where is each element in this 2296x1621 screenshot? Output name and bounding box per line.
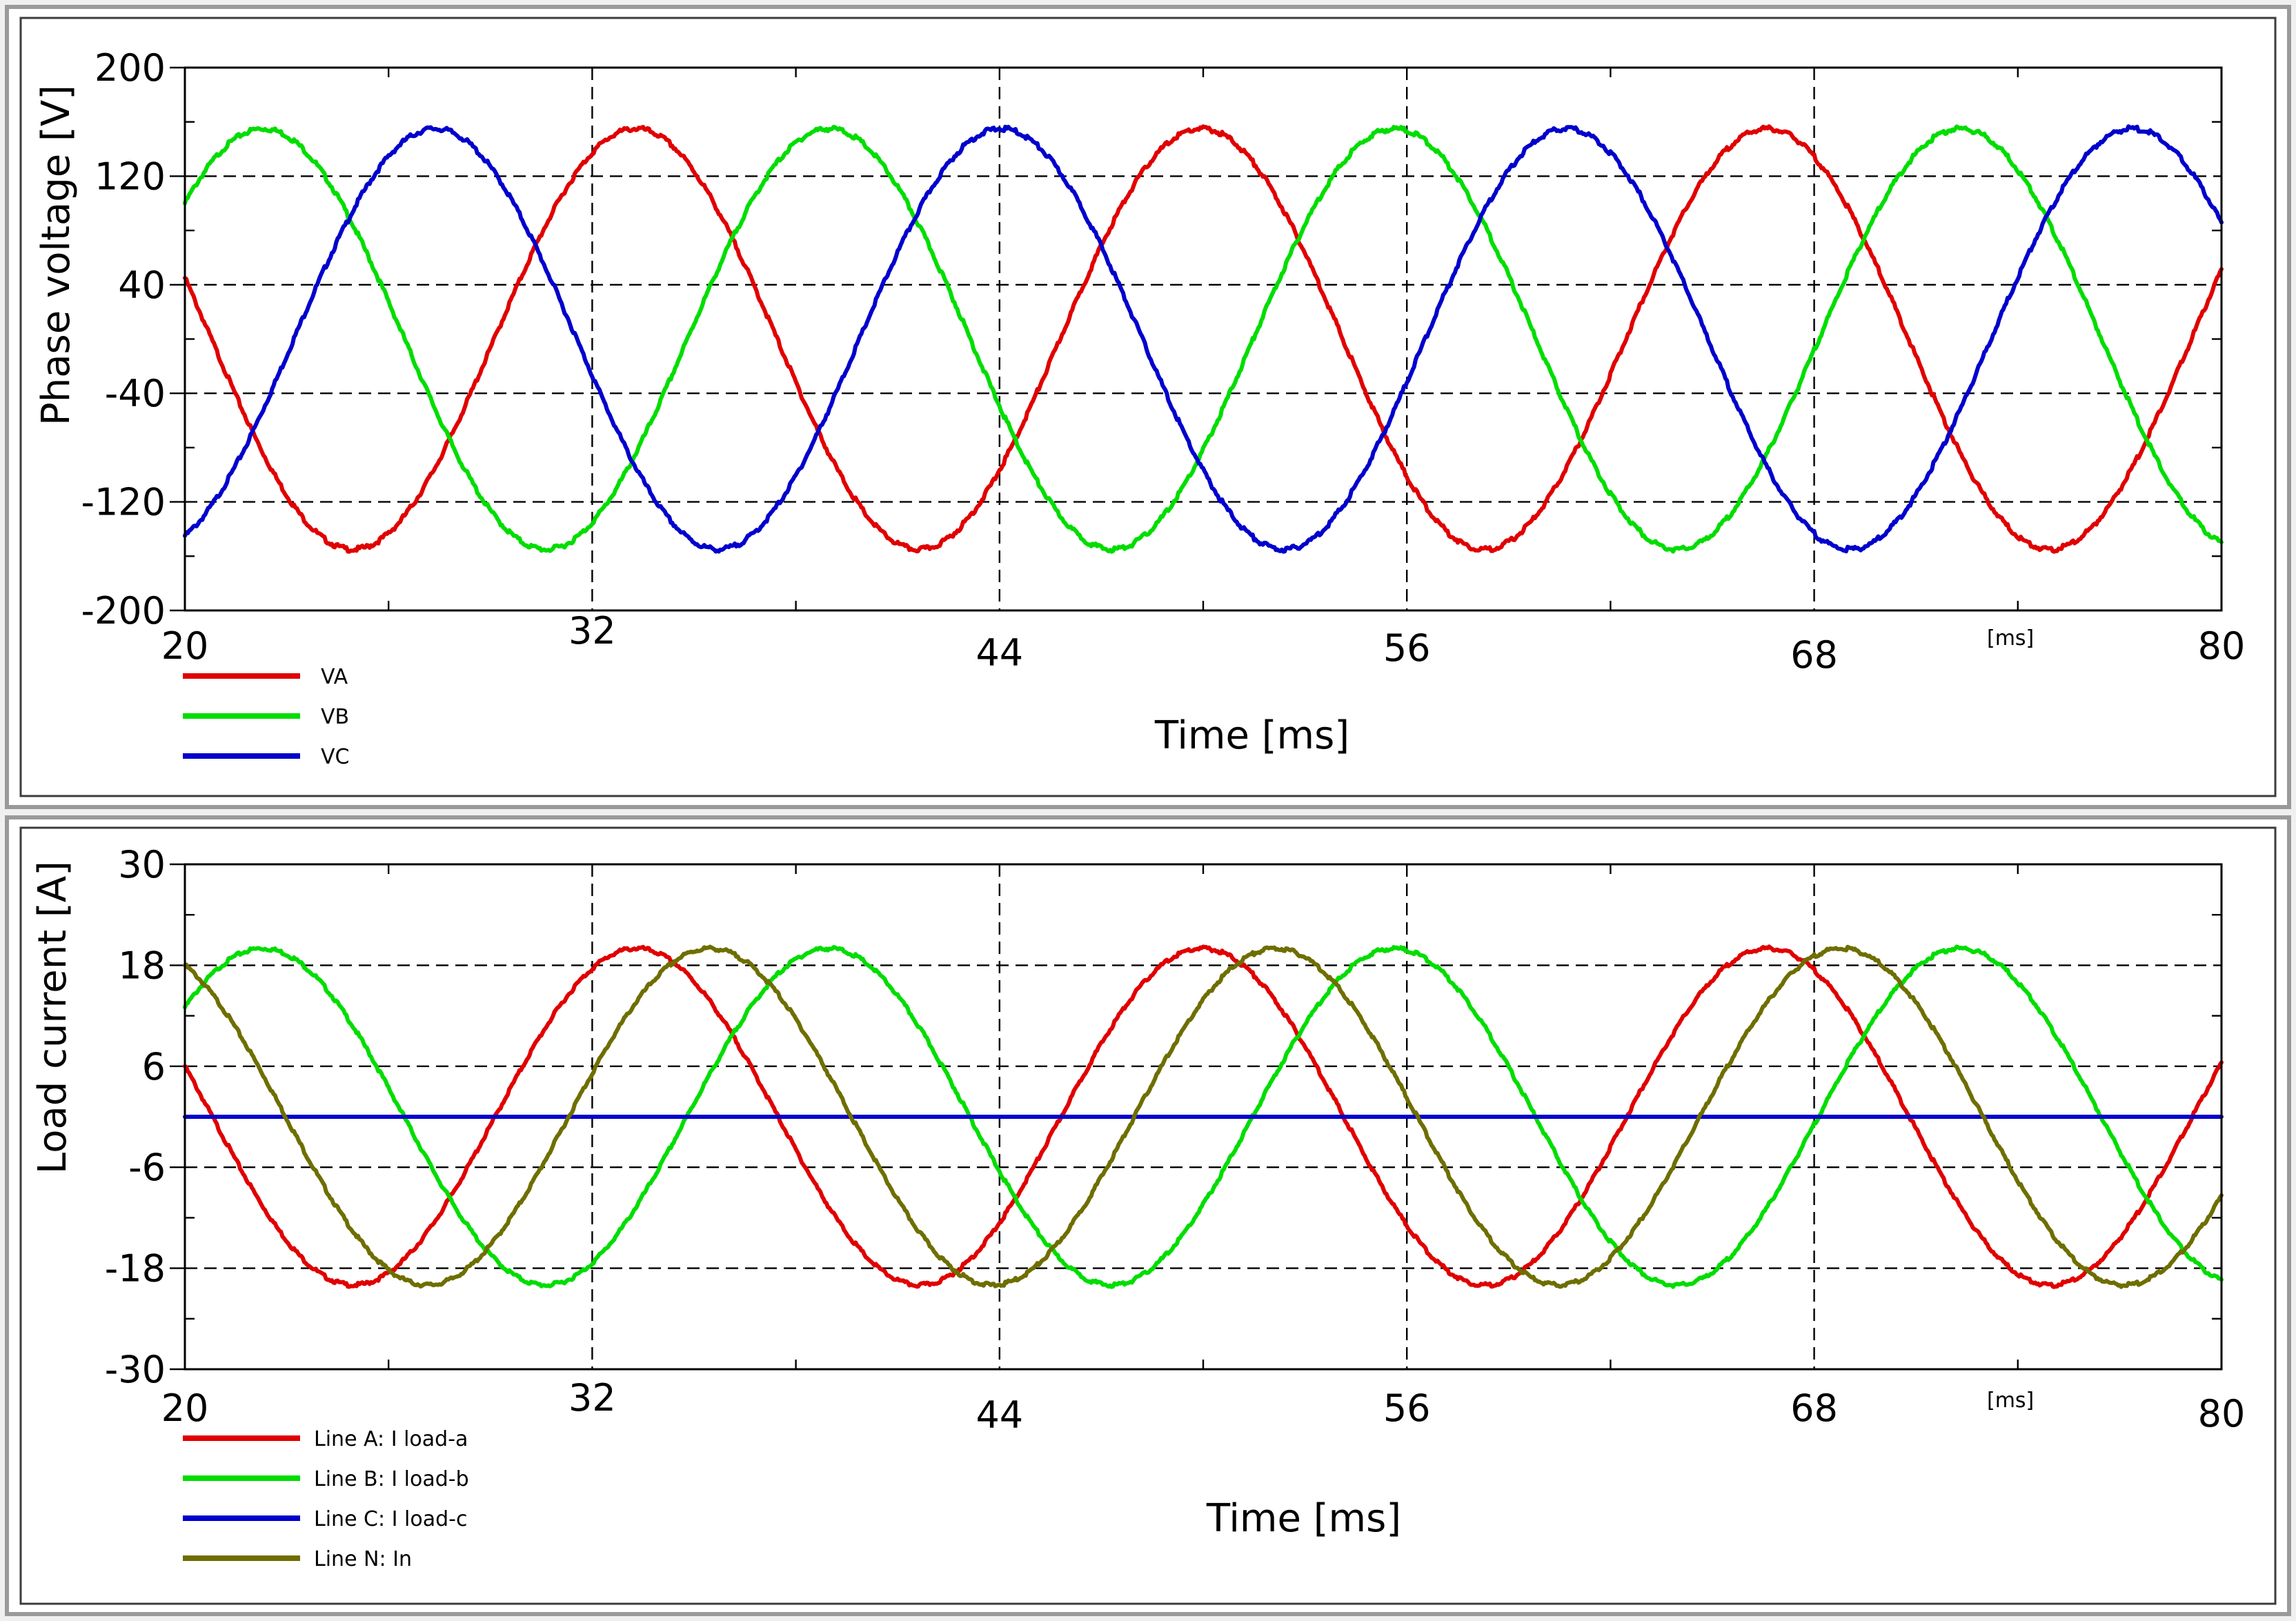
current-chart: Load current [A] Time [ms] [ms] 30 18 6 -6 -… xyxy=(30,843,2245,1571)
current-series-4 xyxy=(183,944,2224,1289)
current-plot-area xyxy=(184,863,2223,1371)
current-y-tick-label: 30 xyxy=(118,843,166,886)
voltage-x-tick-label: 44 xyxy=(976,631,1023,675)
current-series-2 xyxy=(183,944,2224,1289)
voltage-chart: Phase voltage [V] Time [ms] [ms] 200 120 4… xyxy=(34,46,2245,769)
current-x-tick-label: 32 xyxy=(568,1376,616,1420)
current-x-tick-label: 44 xyxy=(976,1393,1023,1437)
current-x-tick-label: 20 xyxy=(161,1386,209,1430)
current-y-axis-title: Load current [A] xyxy=(30,861,75,1174)
current-panel-inner xyxy=(19,826,2277,1605)
current-legend-label: Line N: In xyxy=(314,1547,412,1571)
current-y-tick-label: 6 xyxy=(142,1045,166,1088)
voltage-legend-label: VA xyxy=(321,665,348,689)
voltage-x-tick-label: 32 xyxy=(568,609,616,653)
voltage-x-tick-label: 56 xyxy=(1383,626,1431,670)
current-x-axis-title: Time [ms] xyxy=(1206,1496,1401,1541)
voltage-y-axis-title: Phase voltage [V] xyxy=(34,85,79,426)
current-x-unit-label: [ms] xyxy=(1987,1389,2034,1413)
current-y-tick-label: 18 xyxy=(118,944,166,987)
current-y-tick-label: -18 xyxy=(105,1247,166,1291)
voltage-series-2 xyxy=(183,124,2224,554)
current-legend-label: Line C: I load-c xyxy=(314,1507,467,1531)
current-x-tick-label: 68 xyxy=(1790,1386,1838,1430)
voltage-x-tick-label: 80 xyxy=(2198,624,2246,668)
voltage-legend-label: VB xyxy=(321,705,349,729)
voltage-x-axis-title: Time [ms] xyxy=(1154,713,1349,758)
current-legend-label: Line B: I load-b xyxy=(314,1467,469,1491)
voltage-y-tick-label: 120 xyxy=(95,155,166,198)
voltage-legend-label: VC xyxy=(321,745,349,769)
voltage-series-3 xyxy=(183,124,2224,554)
current-x-tick-label: 80 xyxy=(2198,1392,2246,1435)
voltage-x-tick-label: 68 xyxy=(1790,633,1838,677)
voltage-y-tick-label: -120 xyxy=(81,481,166,524)
current-series-1 xyxy=(183,944,2224,1289)
voltage-x-unit-label: [ms] xyxy=(1987,626,2034,650)
voltage-y-tick-label: 200 xyxy=(95,46,166,90)
current-y-tick-label: -6 xyxy=(128,1146,166,1189)
voltage-series-1 xyxy=(183,124,2224,554)
voltage-x-tick-label: 20 xyxy=(161,624,209,668)
voltage-y-tick-label: 40 xyxy=(118,263,166,307)
voltage-plot-area xyxy=(184,66,2223,612)
current-x-tick-label: 56 xyxy=(1383,1386,1431,1430)
voltage-y-tick-label: -40 xyxy=(105,372,166,415)
current-legend-label: Line A: I load-a xyxy=(314,1427,468,1451)
voltage-y-tick-label: -200 xyxy=(81,589,166,633)
current-y-tick-label: -30 xyxy=(105,1348,166,1391)
